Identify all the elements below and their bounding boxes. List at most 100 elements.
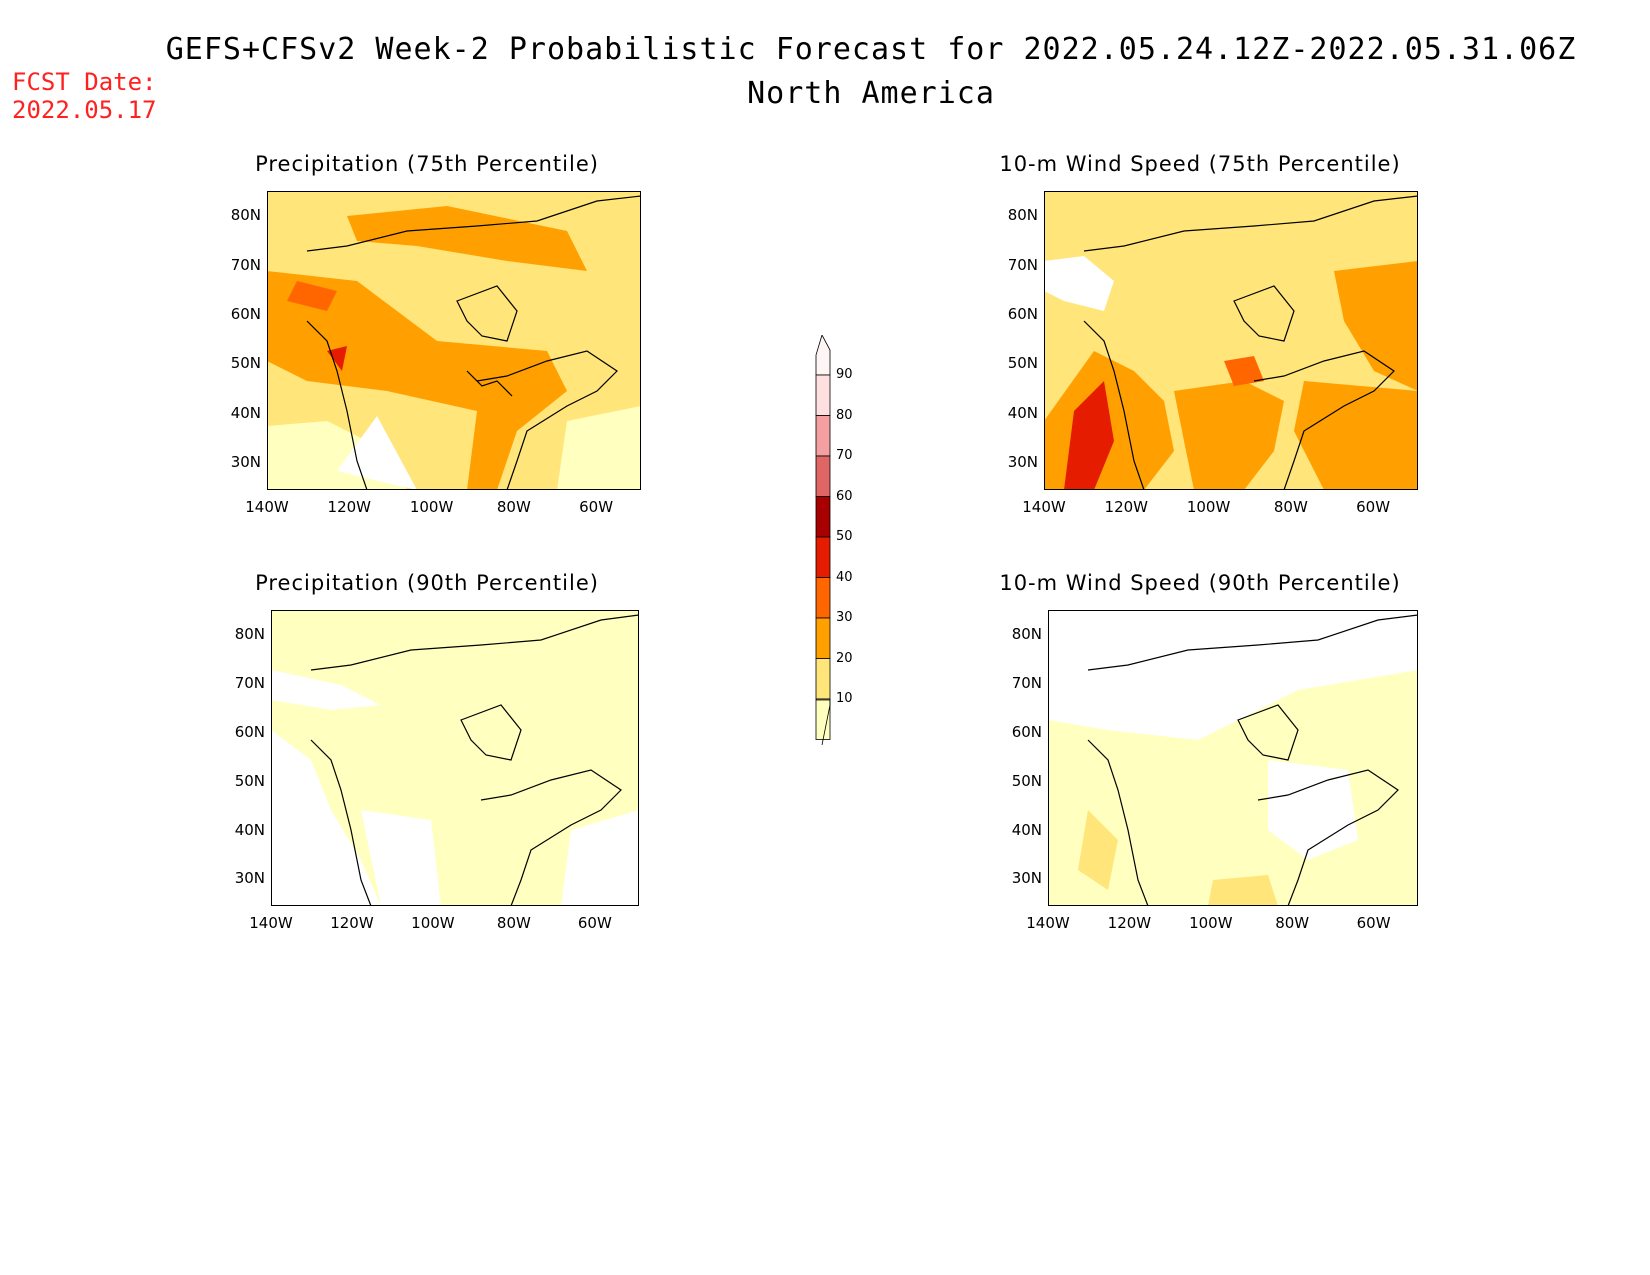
lat-tick-label: 40N <box>234 820 265 839</box>
panel-title-precip-75: Precipitation (75th Percentile) <box>255 152 599 176</box>
lat-tick-label: 30N <box>234 869 265 888</box>
panel-title-wind-90: 10-m Wind Speed (90th Percentile) <box>999 571 1401 595</box>
field-none <box>1268 760 1358 860</box>
hudson-bay-outline <box>1233 285 1295 342</box>
colorbar-cell <box>815 455 831 497</box>
lat-tick-label: 80N <box>234 625 265 644</box>
lat-tick-label: 40N <box>1011 820 1042 839</box>
lat-tick-label: 60N <box>1007 305 1038 324</box>
lat-tick-label: 30N <box>1011 869 1042 888</box>
hudson-bay-outline <box>460 704 522 761</box>
colorbar-tick-label: 80 <box>836 407 853 423</box>
lon-tick-label: 140W <box>1026 914 1070 932</box>
lat-tick-label: 60N <box>234 722 265 741</box>
panel-title-precip-90: Precipitation (90th Percentile) <box>255 571 599 595</box>
field-max <box>327 346 347 371</box>
coastline <box>1257 769 1399 906</box>
lat-tick-label: 70N <box>230 255 261 274</box>
field-none <box>561 810 639 906</box>
lat-tick-label: 40N <box>230 403 261 422</box>
coastline <box>306 320 368 490</box>
lat-tick-label: 70N <box>234 674 265 692</box>
lat-tick-label: 80N <box>1007 206 1038 225</box>
colorbar-tick-label: 50 <box>836 529 853 544</box>
lat-tick-label: 50N <box>230 354 261 373</box>
coastline <box>480 769 622 906</box>
lon-tick-label: 60W <box>577 914 612 932</box>
field-mid <box>347 206 587 271</box>
colorbar-cell <box>815 658 831 700</box>
map-wind-90 <box>1048 610 1418 906</box>
lon-tick-label: 100W <box>411 914 455 932</box>
coastline <box>476 350 618 490</box>
lat-tick-label: 80N <box>1011 625 1042 644</box>
hudson-bay-outline <box>456 285 518 342</box>
coastline <box>1083 320 1145 490</box>
coastline <box>310 614 639 671</box>
field-none <box>271 730 381 906</box>
lon-tick-label: 140W <box>1022 498 1066 516</box>
lon-tick-label: 80W <box>1275 914 1310 932</box>
lon-tick-label: 100W <box>409 498 454 516</box>
colorbar-top-cap <box>815 335 831 376</box>
colorbar-tick-label: 30 <box>836 610 853 625</box>
lat-tick-label: 60N <box>1011 722 1042 741</box>
field-max <box>1064 381 1114 490</box>
lat-tick-label: 70N <box>1007 255 1038 274</box>
coastline <box>1087 739 1149 906</box>
colorbar-cells <box>815 374 831 740</box>
lon-tick-label: 120W <box>327 498 371 516</box>
field-mid <box>1334 261 1418 391</box>
colorbar-bottom-cap <box>816 699 831 745</box>
forecast-date-label: FCST Date: 2022.05.17 <box>12 68 157 124</box>
colorbar-cell <box>815 415 831 457</box>
lon-tick-label: 120W <box>330 914 374 932</box>
coastline <box>1253 350 1395 490</box>
field-low-mid <box>1078 810 1118 890</box>
lat-tick-label: 40N <box>1007 403 1038 422</box>
lon-tick-label: 60W <box>1356 914 1391 932</box>
map-wind-75 <box>1044 191 1418 490</box>
fcst-date-value: 2022.05.17 <box>12 96 157 124</box>
lon-tick-label: 80W <box>496 498 531 516</box>
lon-tick-label: 120W <box>1104 498 1148 516</box>
lon-tick-label: 60W <box>579 498 614 516</box>
coastline <box>1083 195 1418 252</box>
lon-tick-label: 140W <box>249 914 293 932</box>
colorbar-cell <box>815 577 831 619</box>
colorbar-cell <box>815 496 831 538</box>
lon-tick-label: 80W <box>1273 498 1308 516</box>
field-low <box>557 406 641 490</box>
colorbar-tick-label: 70 <box>836 448 853 463</box>
colorbar-tick-label: 10 <box>836 691 853 706</box>
colorbar-tick-label: 90 <box>836 367 853 382</box>
lat-tick-label: 80N <box>230 206 261 225</box>
colorbar-cell <box>815 698 831 740</box>
lat-tick-label: 30N <box>1007 453 1038 472</box>
colorbar-cell <box>815 374 831 416</box>
great-lakes-outline <box>466 370 513 397</box>
lon-tick-label: 60W <box>1356 498 1391 516</box>
field-none <box>1048 610 1418 740</box>
coastline <box>310 739 372 906</box>
fcst-date-caption: FCST Date: <box>12 68 157 96</box>
hudson-bay-outline <box>1237 704 1299 761</box>
field-none <box>271 670 381 710</box>
field-high <box>287 281 337 311</box>
map-precip-75 <box>267 191 641 490</box>
region-subtitle: North America <box>747 76 995 111</box>
lon-tick-label: 140W <box>245 498 289 516</box>
lat-tick-label: 50N <box>234 771 265 790</box>
colorbar <box>815 335 831 745</box>
colorbar-tick-label: 60 <box>836 488 853 504</box>
colorbar-tick-label: 40 <box>836 569 853 585</box>
field-high <box>1224 356 1264 386</box>
panel-title-wind-75: 10-m Wind Speed (75th Percentile) <box>999 152 1401 176</box>
field-low-mid <box>1208 875 1278 906</box>
colorbar-cell <box>815 617 831 659</box>
lat-tick-label: 50N <box>1007 354 1038 373</box>
lon-tick-label: 100W <box>1186 498 1231 516</box>
map-precip-90 <box>271 610 639 906</box>
lon-tick-label: 120W <box>1107 914 1152 932</box>
lon-tick-label: 80W <box>496 914 531 932</box>
